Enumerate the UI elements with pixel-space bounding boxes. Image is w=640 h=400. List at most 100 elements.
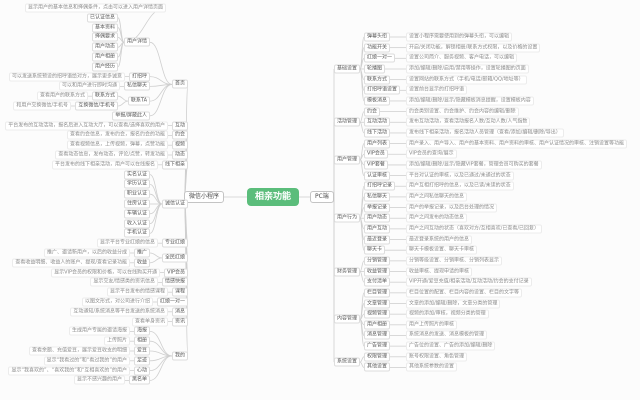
desc-node[interactable]: 显示“我看过的”和“看过我的”的用户 bbox=[43, 356, 130, 366]
topic-node[interactable]: 其他设置 bbox=[364, 362, 391, 372]
topic-node[interactable]: 动态 bbox=[171, 150, 188, 160]
topic-node[interactable]: 全民红娘 bbox=[161, 253, 188, 263]
desc-node[interactable]: 以图文形式，对公司进行介绍 bbox=[81, 297, 153, 307]
topic-node[interactable]: 支付清单 bbox=[364, 277, 391, 287]
desc-node[interactable]: 查看收益明细、收益人的账户、提现/查看记录功能 bbox=[12, 258, 130, 268]
topic-node[interactable]: 系统设置 bbox=[334, 357, 361, 367]
topic-node[interactable]: 用户行为 bbox=[334, 213, 361, 223]
topic-node[interactable]: 私信聊天 bbox=[364, 192, 391, 202]
desc-node[interactable]: 查看约会信息，发布约会，报名约会的功能 bbox=[66, 130, 168, 140]
desc-node[interactable]: 推广、邀请新用户，以后的收益分成 bbox=[43, 248, 130, 258]
topic-node[interactable]: 举报/屏蔽此人 bbox=[112, 111, 150, 121]
topic-node[interactable]: 诚信认证 bbox=[161, 199, 188, 209]
topic-node[interactable]: VIP套餐 bbox=[364, 160, 388, 170]
topic-node[interactable]: 收益管理 bbox=[364, 267, 391, 277]
desc-node[interactable]: 文章的添加/编辑/删除，文章分类的管理 bbox=[406, 299, 501, 308]
topic-node[interactable]: 用户管理 bbox=[334, 155, 361, 165]
topic-node[interactable]: 联系方式 bbox=[364, 75, 391, 85]
desc-node[interactable]: 系统消息的发送、消息模板的管理 bbox=[406, 330, 488, 340]
topic-node[interactable]: 用户动态 bbox=[364, 213, 391, 223]
topic-node[interactable]: 视频 bbox=[171, 140, 188, 150]
topic-node[interactable]: 约会 bbox=[364, 107, 381, 117]
desc-node[interactable]: 添加/编辑/删除/显示/隐藏模板消息提醒，设置模板内容 bbox=[406, 96, 534, 106]
topic-node[interactable]: 私信聊天 bbox=[123, 81, 150, 91]
desc-node[interactable]: 分销等级设置、分销审核、分销列表显示 bbox=[406, 256, 503, 266]
desc-node[interactable]: 显示交友/情感类的资讯信息 bbox=[90, 277, 158, 287]
topic-node[interactable]: 用户详情 bbox=[123, 37, 150, 47]
topic-node[interactable]: 弹幕头衔 bbox=[364, 32, 391, 42]
desc-node[interactable]: 设置网站的联系方式（手机/电话/邮箱/QQ/地址等） bbox=[406, 75, 527, 85]
topic-node[interactable]: 线下相亲 bbox=[161, 160, 188, 170]
desc-node[interactable]: 收益审核、提现申请的审核 bbox=[406, 267, 473, 277]
topic-node[interactable]: 择偶要求 bbox=[91, 32, 118, 42]
desc-node[interactable]: 查看用户的联系方式 bbox=[36, 91, 88, 101]
topic-node[interactable]: VIP会员 bbox=[364, 149, 388, 159]
desc-node[interactable]: 发布线下相亲活动，报名活动人员管理（查看/添加/编辑/删除/导出） bbox=[406, 128, 564, 138]
desc-node[interactable]: 用户上传照片的审核 bbox=[406, 320, 458, 330]
branch-pc[interactable]: PC端 bbox=[310, 191, 334, 203]
topic-node[interactable]: 打招呼记录 bbox=[364, 181, 396, 191]
topic-node[interactable]: 收益 bbox=[133, 258, 150, 268]
topic-node[interactable]: 权限管理 bbox=[364, 352, 391, 362]
desc-node[interactable]: 广告位的设置、广告的添加/编辑/删除 bbox=[406, 341, 496, 351]
desc-node[interactable]: 显示VIP会员的权限和价格，可以在线购买开通 bbox=[51, 268, 160, 278]
desc-node[interactable]: 显示“我喜欢的”、“喜欢我的”和“互相喜欢的”的用户 bbox=[8, 366, 130, 376]
topic-node[interactable]: 已认证信息 bbox=[86, 13, 118, 23]
central-topic[interactable]: 相亲功能 bbox=[247, 188, 300, 206]
topic-node[interactable]: 最近登录 bbox=[364, 235, 391, 245]
desc-node[interactable]: 查看视频信息，上传视频，弹幕，点赞功能 bbox=[66, 140, 168, 150]
desc-node[interactable]: 平台发布的互动活动，报名后进入互动大厅，可以查看/选择喜欢的用户 bbox=[5, 121, 168, 131]
topic-node[interactable]: 用户互动 bbox=[364, 224, 391, 234]
topic-node[interactable]: 海报 bbox=[133, 326, 150, 336]
desc-node[interactable]: 平台对认证的审核，以及已通过/未通过的状态 bbox=[406, 171, 514, 181]
topic-node[interactable]: 消息 bbox=[171, 307, 188, 317]
topic-node[interactable]: 文章管理 bbox=[364, 299, 391, 308]
topic-node[interactable]: 用户相册 bbox=[364, 320, 391, 330]
desc-node[interactable]: 上传照片 bbox=[103, 336, 130, 346]
desc-node[interactable]: 用户之间私信聊天的信息 bbox=[406, 192, 468, 202]
topic-node[interactable]: 爱豆 bbox=[133, 346, 150, 356]
desc-node[interactable]: 查看余额、充值爱豆，展示爱豆收支的明细 bbox=[28, 346, 130, 356]
topic-node[interactable]: 相册 bbox=[133, 336, 150, 346]
topic-node[interactable]: 心动 bbox=[133, 366, 150, 376]
topic-node[interactable]: 资讯 bbox=[171, 317, 188, 327]
desc-node[interactable]: 最近登录系统的用户的信息 bbox=[406, 235, 473, 245]
topic-node[interactable]: 活动管理 bbox=[334, 117, 361, 127]
topic-node[interactable]: 车辆认证 bbox=[123, 209, 150, 219]
topic-node[interactable]: 基本资料 bbox=[91, 23, 118, 33]
topic-node[interactable]: 手机认证 bbox=[123, 228, 150, 238]
topic-node[interactable]: 推广 bbox=[133, 248, 150, 258]
desc-node[interactable]: VIP开通/爱豆充值/相亲活动/互动活动/约会的支付记录 bbox=[406, 277, 532, 287]
topic-node[interactable]: 约会 bbox=[171, 130, 188, 140]
branch-wechat-miniprogram[interactable]: 微信小程序 bbox=[183, 191, 224, 203]
topic-node[interactable]: 互动 bbox=[171, 121, 188, 131]
topic-node[interactable]: 我的 bbox=[171, 351, 188, 361]
topic-node[interactable]: 轮播图 bbox=[364, 64, 386, 74]
desc-node[interactable]: 设置公司简介、服务视频、客户电话，可以编辑 bbox=[406, 53, 518, 63]
topic-node[interactable]: 举报记录 bbox=[364, 203, 391, 213]
topic-node[interactable]: 互换微信/手机号 bbox=[75, 101, 118, 111]
topic-node[interactable]: 红娘一对一 bbox=[156, 297, 188, 307]
topic-node[interactable]: 红娘一对一 bbox=[364, 53, 396, 63]
topic-node[interactable]: 用户动态 bbox=[91, 42, 118, 52]
desc-node[interactable]: 用户互相打招呼的信息，以及已读/未读的状态 bbox=[406, 181, 514, 191]
topic-node[interactable]: 情感快报 bbox=[161, 277, 188, 287]
topic-node[interactable]: 打招呼语设置 bbox=[364, 85, 401, 95]
topic-node[interactable]: 基础设置 bbox=[334, 64, 361, 74]
desc-node[interactable]: 查看动态信息，发布动态，评论/点赞，转发功能 bbox=[55, 150, 168, 160]
desc-node[interactable]: 用户之间互动的状态（喜欢对方/互相喜欢/已查看/已回复） bbox=[406, 224, 543, 234]
topic-node[interactable]: 住房认证 bbox=[123, 199, 150, 209]
topic-node[interactable]: 职业认证 bbox=[123, 189, 150, 199]
topic-node[interactable]: 联系TA bbox=[127, 96, 150, 106]
topic-node[interactable]: 互动活动 bbox=[364, 117, 391, 127]
desc-node[interactable]: 可以发送系统预设的招呼语给对方，展示更多诚意 bbox=[8, 72, 125, 82]
topic-node[interactable]: 用户列表 bbox=[364, 139, 391, 149]
topic-node[interactable]: 认证审核 bbox=[364, 171, 391, 181]
topic-node[interactable]: 财务管理 bbox=[334, 267, 361, 277]
desc-node[interactable]: 开启/关闭功能，解锁相册/联系方式权限，以及价格的设置 bbox=[406, 43, 541, 53]
desc-node[interactable]: 显示平台发布的情感课程 bbox=[106, 287, 168, 297]
topic-node[interactable]: 专业红娘 bbox=[161, 238, 188, 248]
desc-node[interactable]: 账号权限设置、角色管理 bbox=[406, 352, 468, 362]
desc-node[interactable]: 添加/编辑/删除/显示/隐藏VIP套餐，管理会员可购买的套餐 bbox=[406, 160, 542, 170]
desc-node[interactable]: 视频的添加/审核，视频分类的管理 bbox=[406, 309, 489, 319]
